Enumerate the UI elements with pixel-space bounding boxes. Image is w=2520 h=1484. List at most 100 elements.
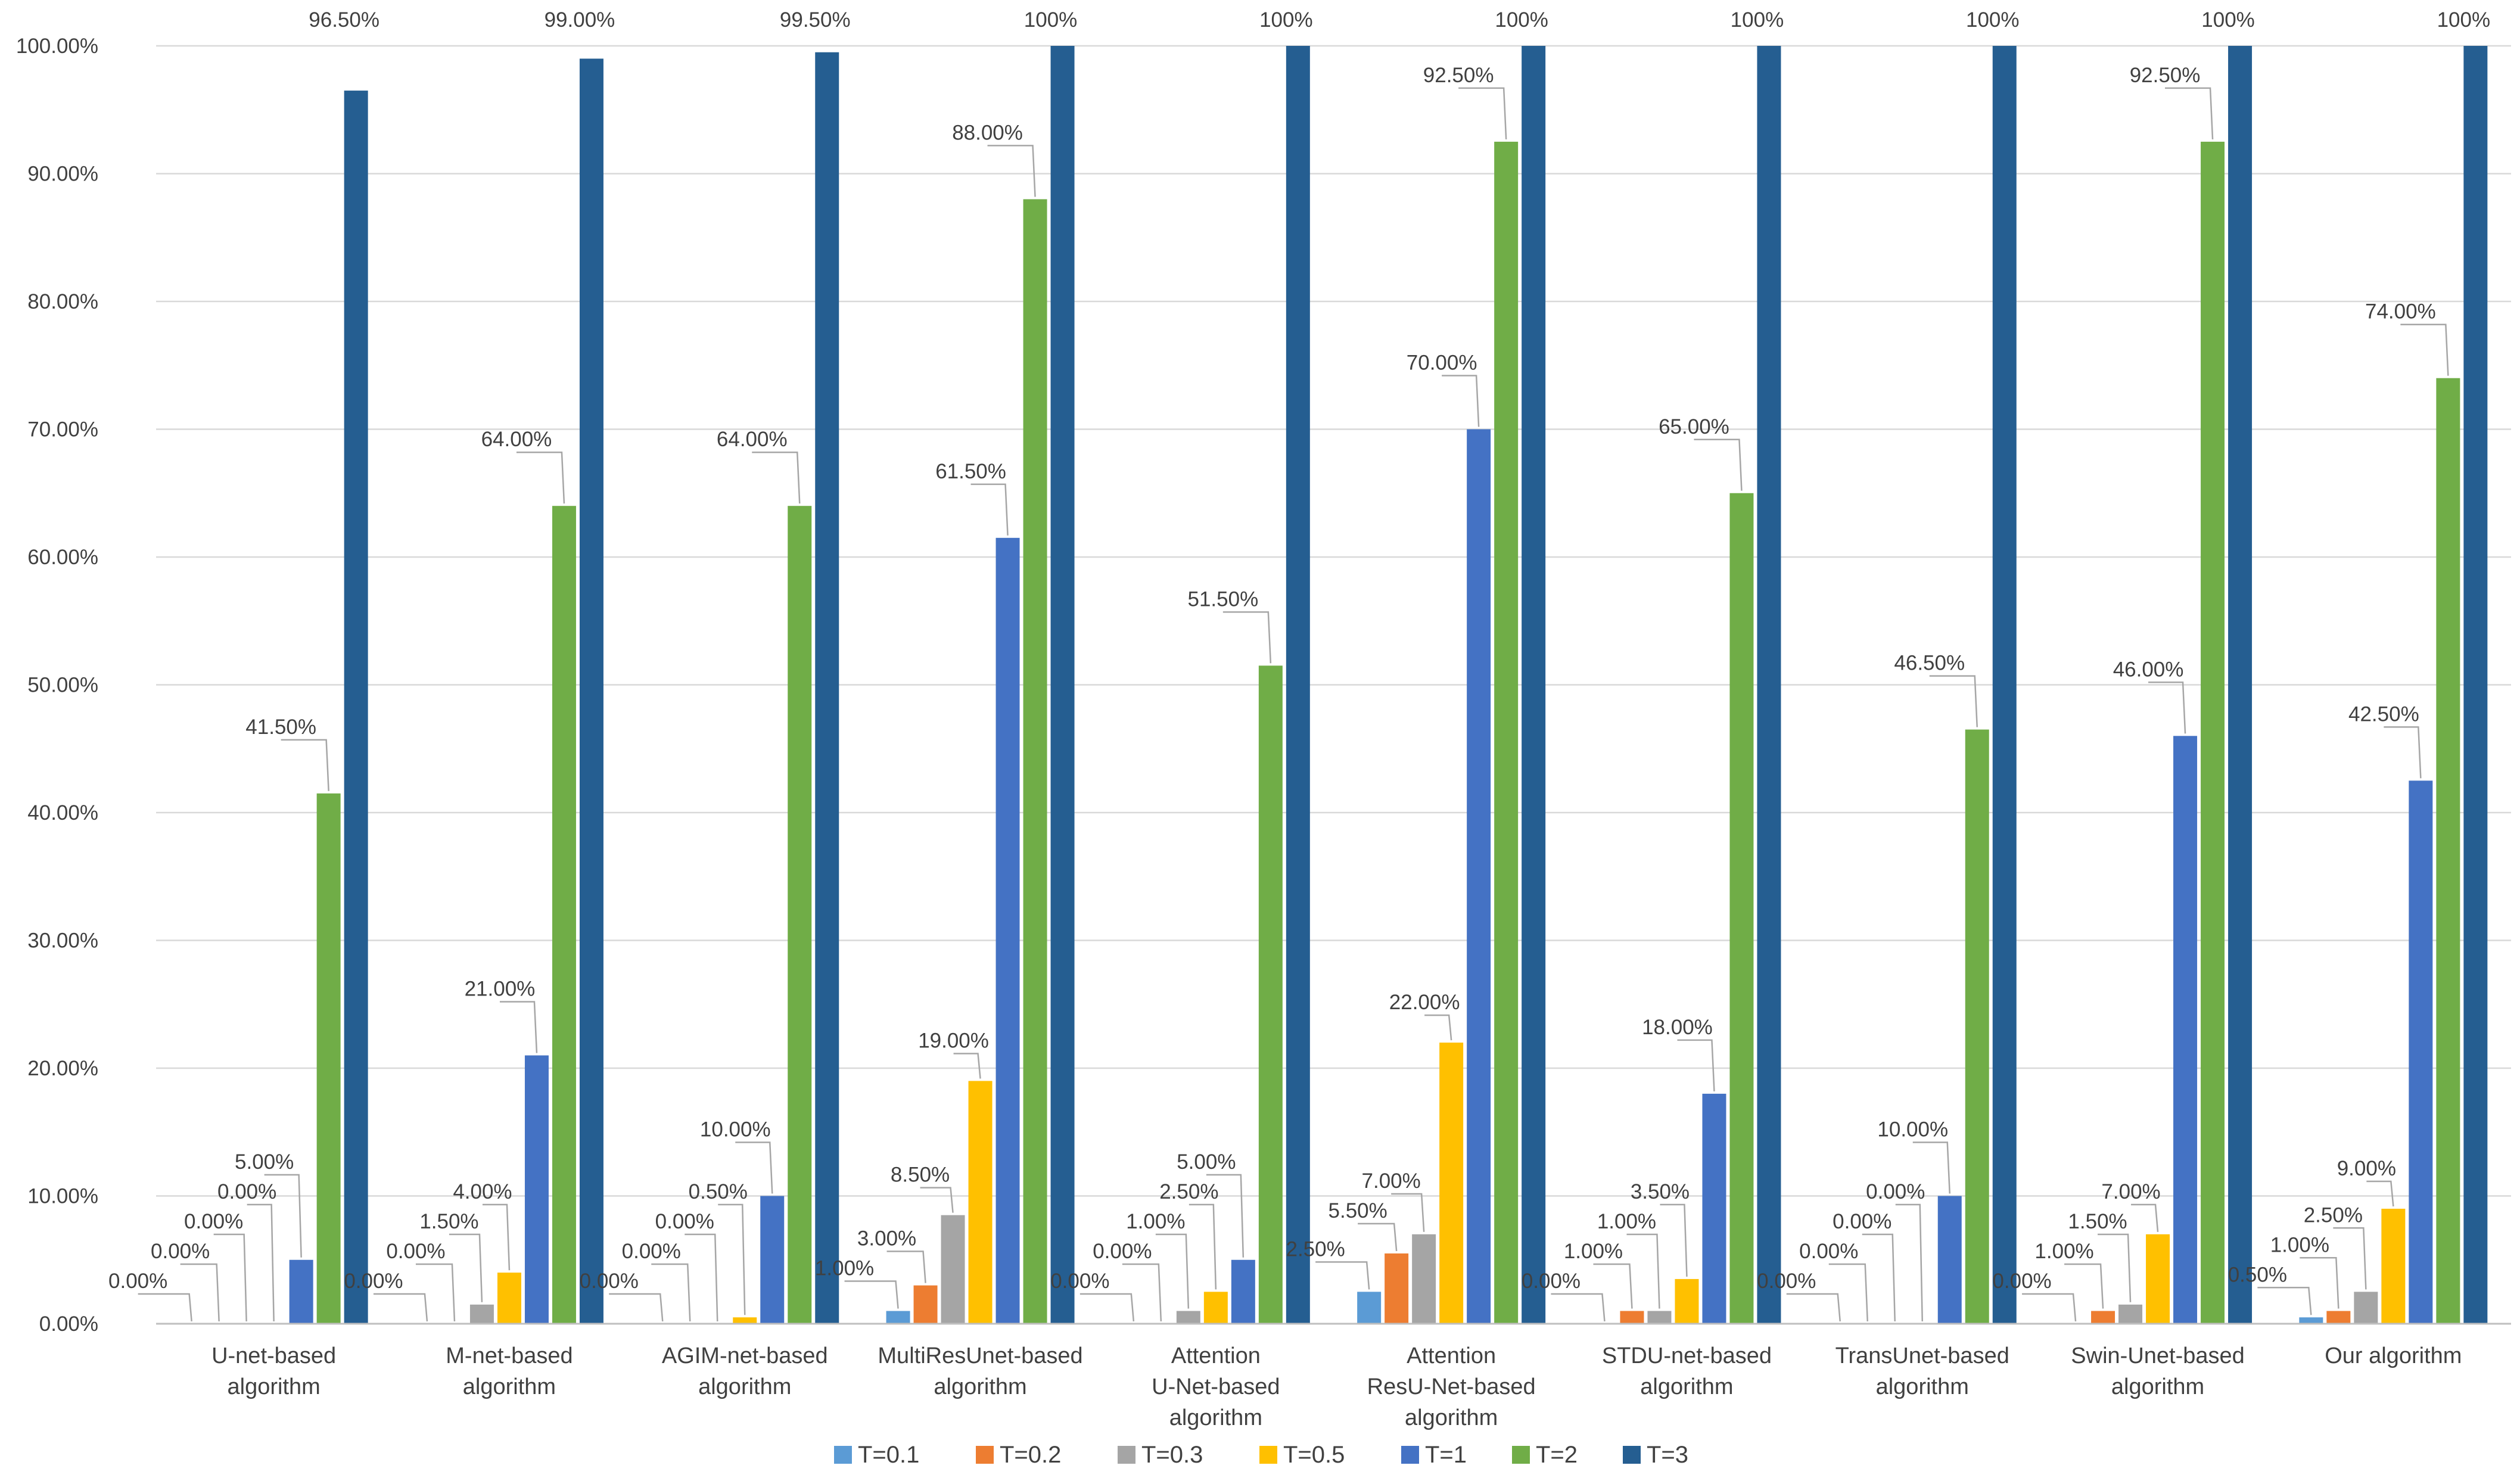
bar-T1-0 (289, 1259, 313, 1324)
data-label-T03-1: 1.50% (419, 1210, 478, 1233)
data-label-T2-8: 92.50% (2130, 64, 2201, 87)
leader-line (1786, 1293, 1841, 1322)
bar-T05-5 (1439, 1043, 1464, 1324)
data-label-T3-1: 99.00% (545, 8, 615, 32)
leader-line (1424, 1014, 1452, 1041)
legend-swatch (1512, 1446, 1530, 1464)
category-label-1: M-net-based algorithm (446, 1343, 573, 1399)
data-label-T01-8: 0.00% (1992, 1270, 2051, 1293)
bar-T3-4 (1286, 46, 1310, 1324)
data-label-T01-7: 0.00% (1757, 1270, 1816, 1293)
y-tick-label: 60.00% (27, 546, 98, 569)
bar-T1-4 (1231, 1259, 1255, 1324)
leader-line (1189, 1203, 1217, 1290)
data-label-T03-7: 0.00% (1833, 1210, 1891, 1233)
leader-line (1458, 87, 1507, 139)
bar-T05-3 (968, 1081, 993, 1324)
data-label-T2-6: 65.00% (1659, 415, 1729, 438)
leader-line (516, 451, 565, 504)
data-label-T01-0: 0.00% (108, 1270, 167, 1293)
data-label-T02-5: 5.50% (1329, 1199, 1387, 1222)
legend-item-T1: T=1 (1401, 1442, 1467, 1468)
data-label-T3-0: 96.50% (309, 8, 379, 32)
data-label-T02-1: 0.00% (386, 1240, 445, 1263)
category-label-9: Our algorithm (2325, 1343, 2462, 1368)
category-label-0: U-net-based algorithm (211, 1343, 336, 1399)
category-label-6: STDU-net-based algorithm (1602, 1343, 1772, 1399)
leader-line (2384, 726, 2422, 779)
data-label-T3-2: 99.50% (780, 8, 851, 32)
leader-lines (138, 87, 2449, 1322)
legend-item-T02: T=0.2 (976, 1442, 1061, 1468)
bar-T2-6 (1729, 493, 1754, 1324)
y-tick-label: 100.00% (16, 35, 98, 58)
data-label-T2-7: 46.50% (1894, 652, 1965, 675)
leader-line (2148, 682, 2186, 734)
data-label-T2-5: 92.50% (1423, 64, 1494, 87)
bar-T1-6 (1702, 1093, 1726, 1324)
bar-T2-9 (2436, 378, 2460, 1324)
leader-line (1694, 438, 1743, 491)
leader-line (1442, 375, 1480, 427)
leader-line (1626, 1233, 1660, 1309)
data-label-T03-2: 0.00% (655, 1210, 714, 1233)
leader-line (213, 1233, 247, 1322)
data-label-T01-3: 1.00% (815, 1257, 874, 1280)
bar-T2-0 (316, 793, 341, 1324)
bar-T2-4 (1258, 665, 1283, 1324)
data-label-T2-1: 64.00% (481, 428, 552, 451)
data-label-T05-4: 2.50% (1159, 1180, 1218, 1203)
y-tick-label: 30.00% (27, 929, 98, 953)
leader-line (449, 1233, 483, 1302)
leader-line (1391, 1193, 1425, 1232)
leader-line (718, 1203, 746, 1315)
leader-line (2333, 1227, 2367, 1290)
data-label-T1-9: 42.50% (2348, 702, 2419, 726)
bar-T1-1 (524, 1055, 549, 1324)
bar-T02-3 (913, 1285, 938, 1324)
legend-swatch (976, 1446, 994, 1464)
leader-line (2064, 1263, 2104, 1309)
data-label-T3-8: 100% (2201, 8, 2255, 32)
data-label-T02-0: 0.00% (151, 1240, 210, 1263)
data-label-T1-2: 10.00% (700, 1118, 771, 1141)
data-label-T1-7: 10.00% (1877, 1118, 1948, 1141)
bar-T02-5 (1385, 1253, 1409, 1324)
data-label-T2-3: 88.00% (952, 121, 1023, 144)
data-label-T01-4: 0.00% (1050, 1270, 1109, 1293)
legend-label: T=2 (1536, 1442, 1578, 1468)
data-label-T3-6: 100% (1731, 8, 1784, 32)
bar-T2-3 (1023, 199, 1047, 1324)
data-label-T03-4: 1.00% (1126, 1210, 1185, 1233)
leader-line (2165, 87, 2214, 139)
data-label-T03-5: 7.00% (1362, 1169, 1421, 1193)
data-label-T02-8: 1.00% (2034, 1240, 2093, 1263)
leader-line (2098, 1233, 2132, 1302)
data-labels: 0.00% 0.00% 0.00% 0.00% 5.00% 41.50% 96.50% 0.0… (108, 8, 2490, 1293)
leader-line (685, 1233, 718, 1322)
y-tick-label: 90.00% (27, 163, 98, 186)
data-label-T01-5: 2.50% (1286, 1237, 1345, 1261)
bar-T03-8 (2118, 1304, 2143, 1324)
leader-line (1551, 1293, 1606, 1322)
leader-line (264, 1174, 302, 1258)
legend-item-T05: T=0.5 (1259, 1442, 1345, 1468)
data-label-T1-8: 46.00% (2113, 658, 2184, 681)
data-label-T2-2: 64.00% (717, 428, 788, 451)
bar-T3-7 (1992, 46, 2017, 1324)
data-label-T01-9: 0.50% (2228, 1263, 2287, 1286)
y-tick-label: 70.00% (27, 418, 98, 441)
leader-line (2366, 1180, 2394, 1207)
leader-line (1677, 1039, 1715, 1091)
leader-line (180, 1263, 220, 1322)
data-label-T05-2: 0.50% (689, 1180, 748, 1203)
data-label-T05-7: 0.00% (1866, 1180, 1925, 1203)
data-label-T02-2: 0.00% (622, 1240, 681, 1263)
legend-label: T=1 (1425, 1442, 1467, 1468)
bar-T03-6 (1647, 1311, 1672, 1324)
bar-T03-5 (1412, 1234, 1436, 1324)
data-label-T02-7: 0.00% (1799, 1240, 1858, 1263)
data-label-T3-3: 100% (1024, 8, 1078, 32)
leader-line (2257, 1287, 2312, 1315)
